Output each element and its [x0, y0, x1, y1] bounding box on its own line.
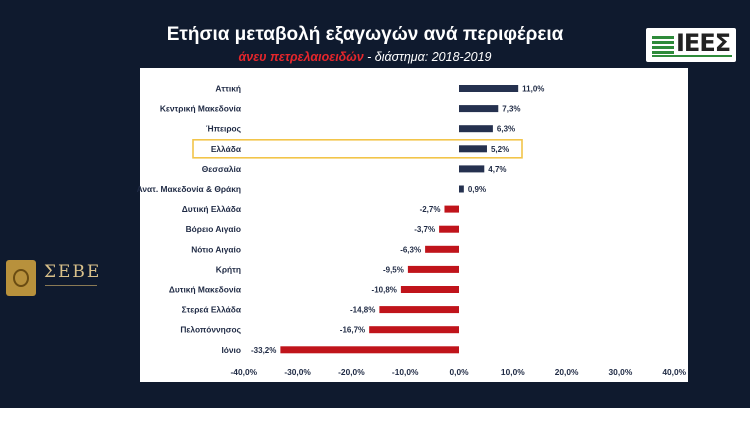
bar: [459, 165, 485, 173]
bar: [400, 286, 459, 293]
x-tick-label: 30,0%: [609, 367, 633, 377]
category-label: Στερεά Ελλάδα: [182, 305, 242, 315]
chart-subtitle: άνευ πετρελαιοειδών - διάστημα: 2018-201…: [0, 50, 740, 64]
seve-seal-icon: [6, 260, 36, 296]
bar: [459, 85, 519, 92]
highlight-box: [192, 139, 523, 159]
bar: [407, 265, 459, 273]
data-label: -6,3%: [400, 245, 421, 254]
data-label: -14,8%: [350, 306, 375, 315]
data-label: 6,3%: [497, 125, 515, 134]
category-label: Αττική: [215, 84, 241, 94]
x-tick-label: -20,0%: [338, 367, 365, 377]
data-label: 4,7%: [488, 165, 506, 174]
data-label: 11,0%: [522, 85, 544, 94]
x-tick-label: -10,0%: [392, 367, 419, 377]
category-label: Ήπειρος: [206, 124, 242, 134]
bar: [439, 225, 459, 233]
data-label: 0,9%: [468, 185, 486, 194]
category-label: Ελλάδα: [211, 144, 242, 154]
category-label: Νότιο Αιγαίο: [191, 244, 241, 254]
bar: [459, 105, 499, 113]
data-label: -3,7%: [414, 225, 435, 234]
seve-logo: ΣΕΒΕ: [6, 258, 106, 298]
category-label: Κεντρική Μακεδονία: [160, 104, 242, 114]
subtitle-highlight: άνευ πετρελαιοειδών: [238, 50, 364, 64]
bar: [459, 145, 487, 153]
x-tick-label: -30,0%: [284, 367, 311, 377]
bar: [369, 326, 459, 334]
x-tick-label: 10,0%: [501, 367, 525, 377]
chart-title: Ετήσια μεταβολή εξαγωγών ανά περιφέρεια: [166, 24, 564, 45]
ieee-logo-text: ΙΕΕΣ: [676, 29, 731, 57]
data-label: -9,5%: [383, 265, 404, 274]
category-label: Ιόνιο: [221, 345, 241, 355]
x-tick-label: -40,0%: [231, 367, 258, 377]
x-tick-label: 0,0%: [449, 367, 469, 377]
category-label: Ανατ. Μακεδονία & Θράκη: [137, 184, 241, 194]
x-tick-label: 40,0%: [662, 367, 686, 377]
category-label: Βόρειο Αιγαίο: [186, 224, 241, 234]
data-label: -16,7%: [340, 326, 365, 335]
bar: [444, 205, 459, 213]
data-label: 7,3%: [502, 105, 520, 114]
ieee-logo: ΙΕΕΣ: [646, 28, 736, 62]
category-label: Δυτική Ελλάδα: [182, 204, 242, 214]
bar: [459, 125, 493, 133]
bar: [280, 346, 459, 354]
bar: [459, 185, 464, 193]
category-label: Θεσσαλία: [202, 164, 242, 174]
data-label: -10,8%: [372, 286, 397, 295]
bar: [379, 306, 459, 314]
x-tick-label: 20,0%: [555, 367, 579, 377]
seve-logo-text: ΣΕΒΕ: [44, 262, 102, 282]
data-label: -2,7%: [420, 205, 441, 214]
subtitle-rest: - διάστημα: 2018-2019: [363, 50, 492, 64]
category-label: Κρήτη: [216, 264, 241, 274]
data-label: 5,2%: [491, 145, 509, 154]
category-label: Πελοπόννησος: [180, 325, 241, 335]
category-label: Δυτική Μακεδονία: [169, 285, 242, 295]
data-label: -33,2%: [251, 346, 276, 355]
bar: [425, 245, 459, 253]
